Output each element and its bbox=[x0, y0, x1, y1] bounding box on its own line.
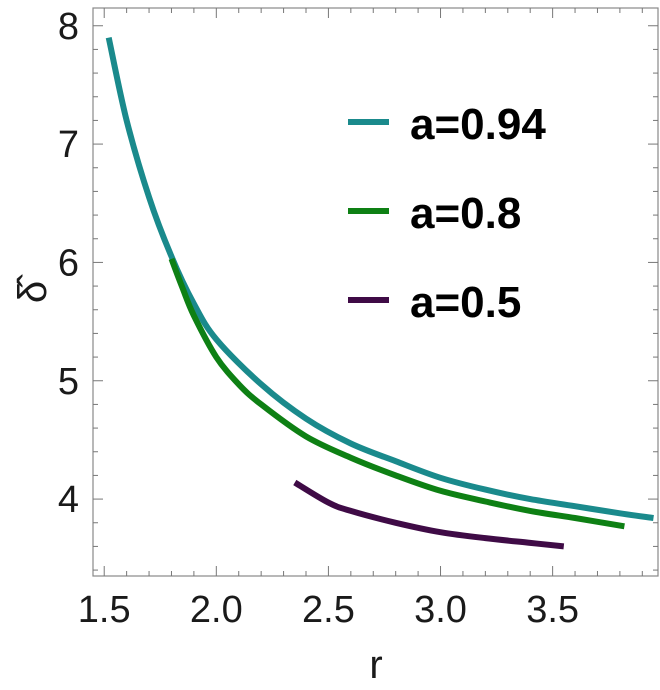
y-tick-label: 4 bbox=[58, 479, 79, 521]
y-axis: 4 5 6 7 8 bbox=[58, 6, 658, 571]
y-tick-label: 7 bbox=[58, 124, 79, 166]
plot-border bbox=[92, 7, 659, 577]
x-tick-label: 2.0 bbox=[190, 589, 243, 631]
legend-label-3: a=0.5 bbox=[410, 278, 521, 327]
y-axis-title: δ̂ bbox=[11, 274, 55, 303]
x-tick-label: 3.5 bbox=[526, 589, 579, 631]
x-tick-label: 3.0 bbox=[414, 589, 467, 631]
x-axis-title: r bbox=[369, 643, 382, 687]
y-tick-label: 6 bbox=[58, 242, 79, 284]
series-line-3 bbox=[293, 479, 565, 550]
series-line-2 bbox=[168, 257, 625, 530]
legend-label-1: a=0.94 bbox=[410, 100, 546, 149]
series-line-1 bbox=[105, 36, 654, 521]
plot-frame bbox=[92, 7, 659, 577]
y-tick-label: 8 bbox=[58, 6, 79, 48]
legend-label-2: a=0.8 bbox=[410, 189, 521, 238]
legend: a=0.94 a=0.8 a=0.5 bbox=[348, 100, 546, 327]
x-axis: 1.5 2.0 2.5 3.0 3.5 bbox=[78, 8, 643, 631]
x-tick-label: 2.5 bbox=[302, 589, 355, 631]
x-tick-label: 1.5 bbox=[78, 589, 131, 631]
y-tick-label: 5 bbox=[58, 361, 79, 403]
data-curves bbox=[105, 36, 654, 550]
